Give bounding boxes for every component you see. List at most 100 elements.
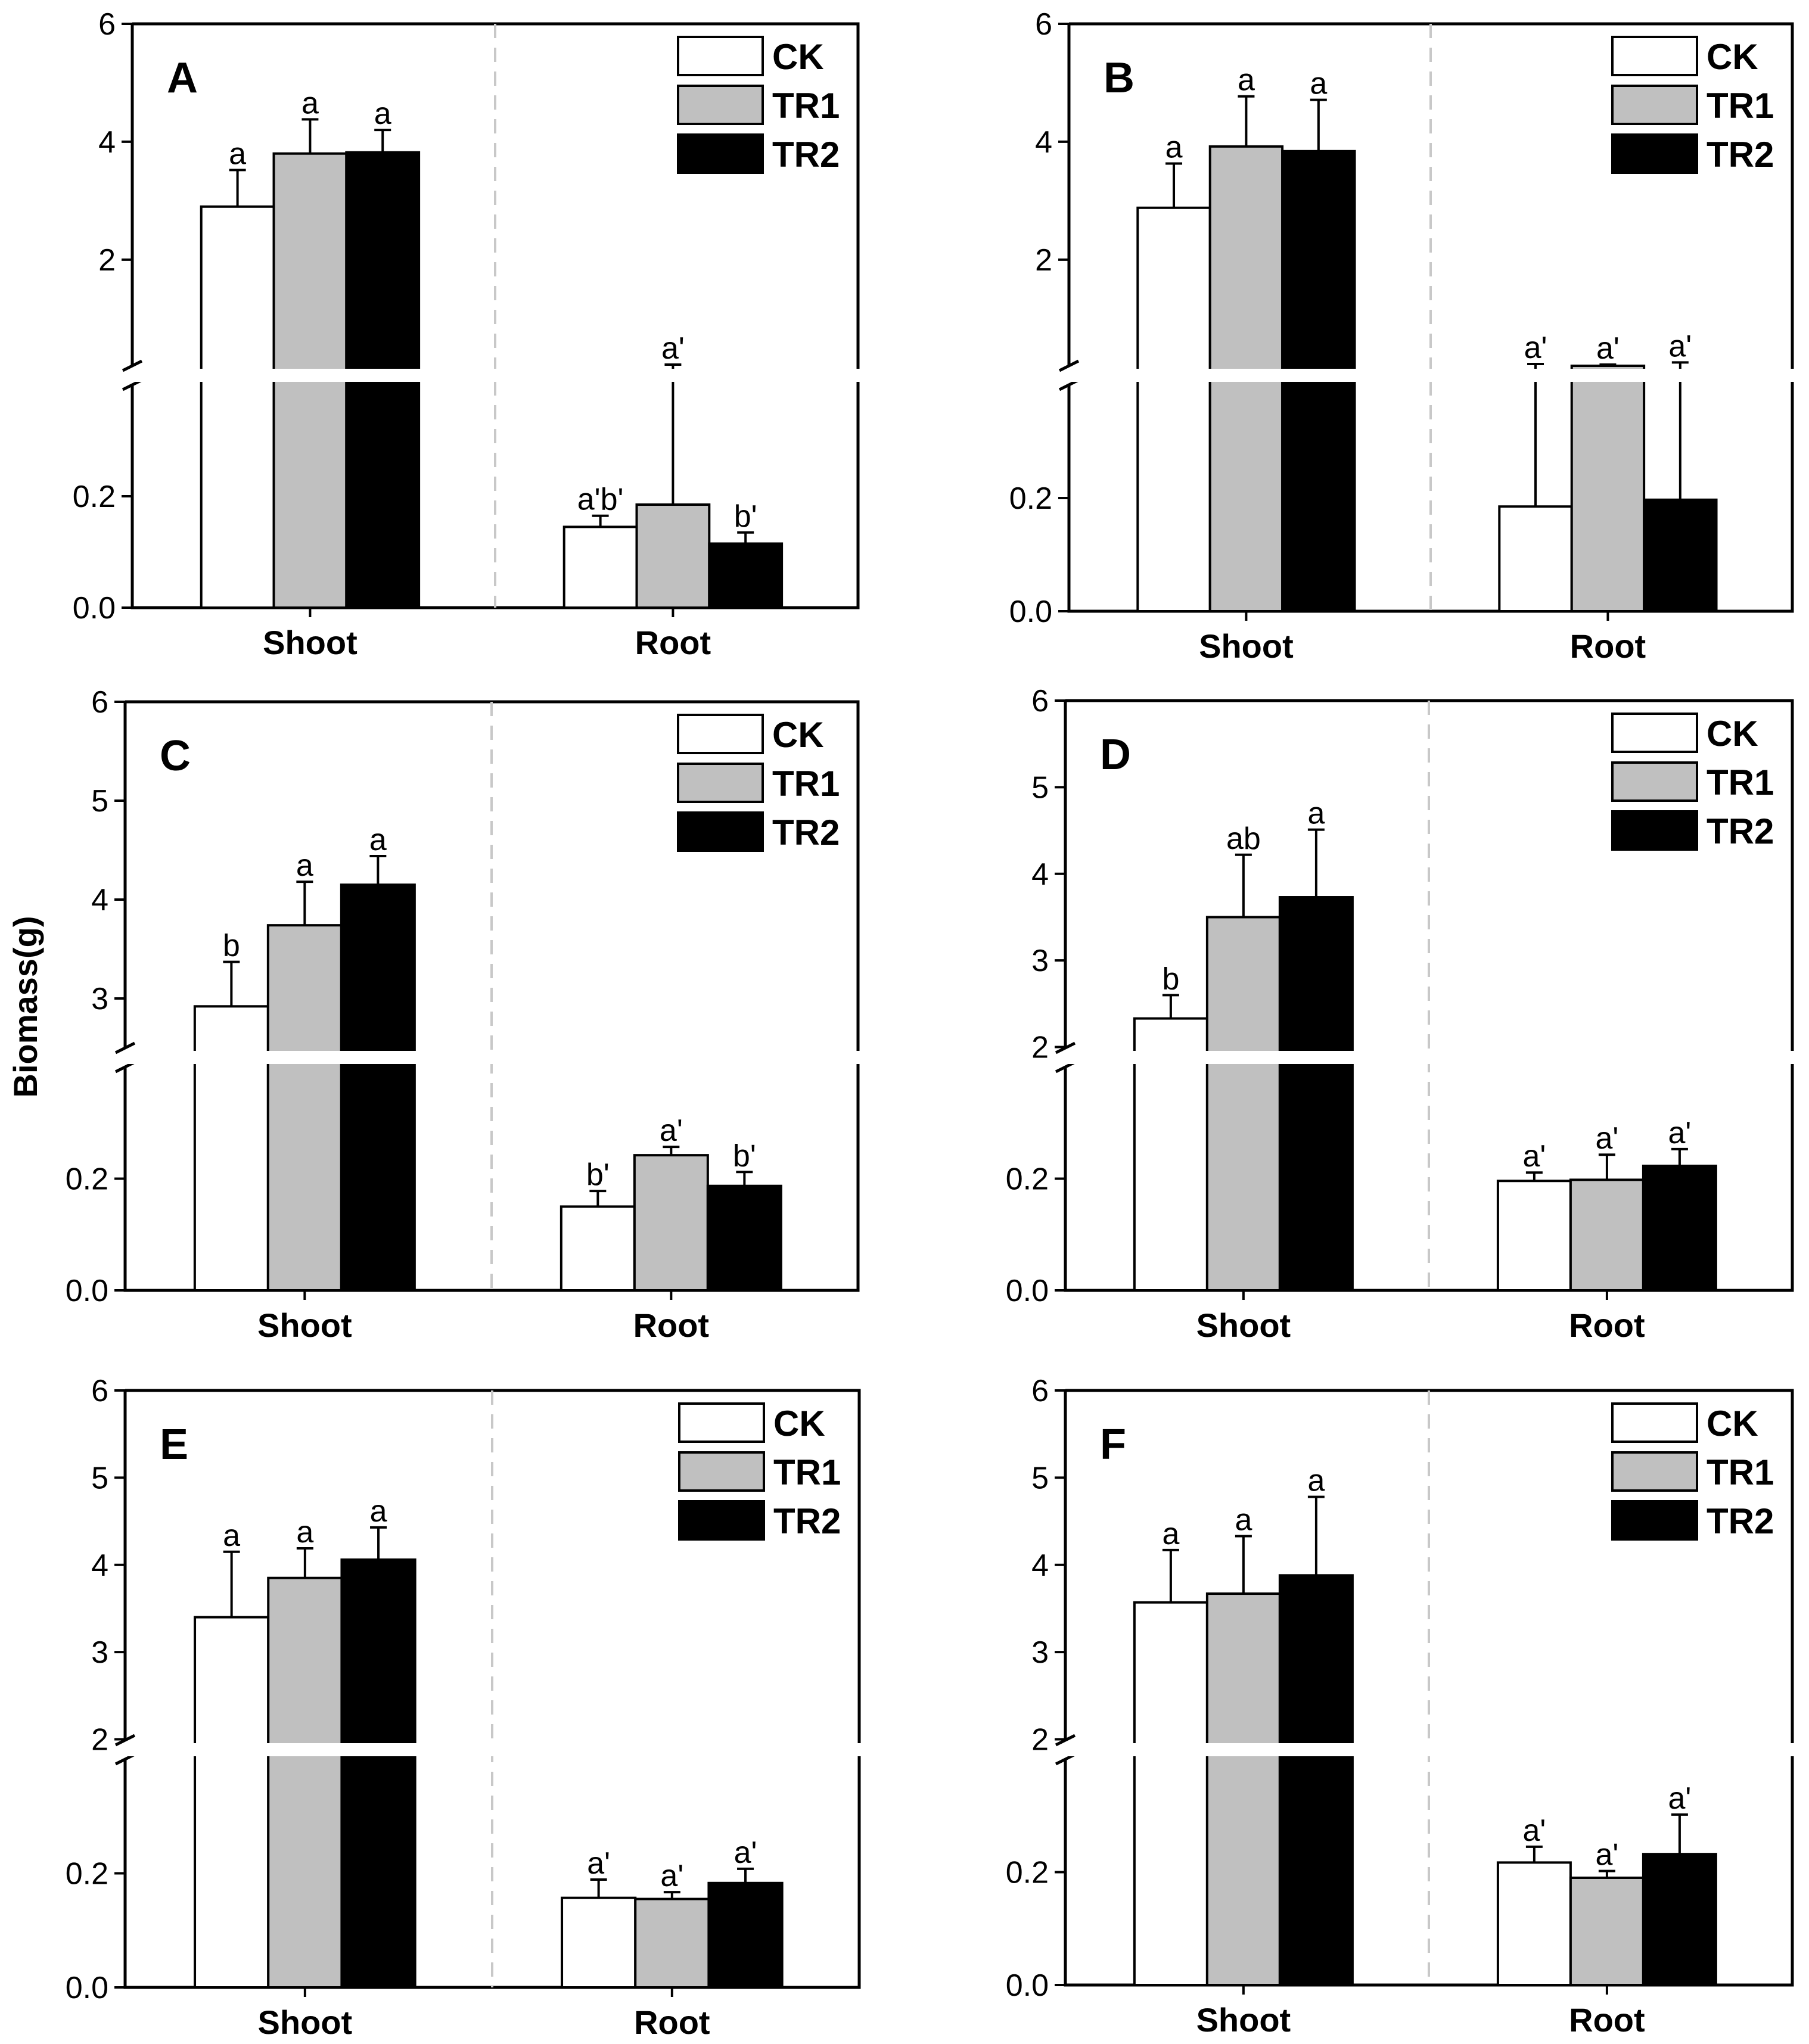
x-category-label: Root bbox=[634, 2003, 710, 2041]
legend-label-tr1: TR1 bbox=[773, 1452, 841, 1492]
y-tick-label: 6 bbox=[1035, 7, 1052, 42]
axis-break-gap bbox=[123, 1743, 862, 1756]
legend-label-tr2: TR2 bbox=[772, 135, 840, 175]
bar-ck-root bbox=[560, 1205, 636, 1292]
bar-tr2-shoot bbox=[1278, 896, 1354, 1292]
axis-break-gap bbox=[130, 369, 860, 382]
error-bar bbox=[370, 1526, 387, 1560]
axis-break-gap bbox=[1063, 1743, 1795, 1756]
error-bar bbox=[1235, 853, 1252, 917]
x-category-label: Shoot bbox=[263, 624, 358, 661]
y-tick-label: 2 bbox=[91, 1723, 108, 1757]
error-bar bbox=[1599, 363, 1617, 366]
y-tick-label: 4 bbox=[98, 125, 116, 160]
legend-swatch-ck bbox=[678, 1402, 765, 1443]
bar-tr1-shoot bbox=[1205, 1592, 1281, 1986]
error-bar bbox=[1165, 162, 1183, 208]
legend-swatch-tr1 bbox=[1611, 1451, 1698, 1492]
significance-label: a'b' bbox=[577, 483, 624, 517]
bar-tr2-shoot bbox=[340, 1558, 416, 1989]
error-bar bbox=[736, 1171, 753, 1186]
error-bar bbox=[1307, 1495, 1325, 1576]
legend-swatch-tr2 bbox=[1611, 1500, 1698, 1541]
legend-swatch-ck bbox=[1611, 36, 1698, 76]
significance-label: b' bbox=[733, 1138, 756, 1173]
bar-tr2-shoot bbox=[340, 883, 416, 1292]
plot-frame bbox=[130, 22, 860, 609]
error-bar bbox=[296, 1547, 313, 1578]
error-bar bbox=[1162, 994, 1179, 1019]
error-bar bbox=[1235, 1535, 1252, 1594]
y-tick-label: 0.0 bbox=[73, 591, 116, 626]
y-tick-label: 2 bbox=[1035, 243, 1052, 278]
error-bar bbox=[223, 960, 240, 1007]
significance-label: a' bbox=[1668, 1116, 1691, 1150]
significance-label: a' bbox=[1522, 1139, 1546, 1174]
panel-letter: C bbox=[160, 732, 191, 780]
panel-c: 3 4 5 6 0.0 0.2 Shoot b a a Root b' a' b' C CK TR1 TR2 bbox=[66, 685, 860, 1344]
error-bar bbox=[374, 129, 391, 153]
y-tick-label: 4 bbox=[1031, 857, 1049, 892]
legend-label-ck: CK bbox=[1707, 37, 1758, 77]
y-tick-label: 2 bbox=[1031, 1031, 1049, 1065]
error-bar bbox=[664, 363, 682, 505]
panel-letter: A bbox=[167, 54, 198, 102]
y-tick-label: 5 bbox=[91, 784, 108, 819]
plot-frame bbox=[1064, 699, 1794, 1292]
bar-tr1-root bbox=[634, 1897, 710, 1989]
error-bar bbox=[302, 118, 319, 154]
bar-tr2-root bbox=[1643, 498, 1718, 612]
significance-label: a' bbox=[734, 1835, 757, 1870]
y-tick-label: 3 bbox=[1031, 1635, 1049, 1670]
legend-label-tr2: TR2 bbox=[1707, 811, 1774, 851]
significance-label: a' bbox=[1668, 1781, 1691, 1816]
panel-f: 2 3 4 5 6 0.0 0.2 Shoot a a a Root a' a' a' F CK TR1 TR2 bbox=[1006, 1374, 1795, 2039]
error-bar bbox=[737, 531, 754, 544]
legend-label-tr2: TR2 bbox=[1707, 1501, 1774, 1541]
legend-label-ck: CK bbox=[773, 1404, 825, 1443]
error-bar bbox=[663, 1891, 680, 1899]
y-tick-label: 4 bbox=[91, 1548, 108, 1583]
significance-label: a bbox=[223, 1519, 240, 1553]
bar-tr1-root bbox=[1570, 365, 1646, 612]
bar-tr1-root bbox=[1569, 1876, 1645, 1987]
significance-label: a bbox=[374, 97, 391, 131]
y-tick-label: 3 bbox=[91, 982, 108, 1016]
significance-label: a bbox=[1235, 1502, 1252, 1537]
y-tick-label: 0.2 bbox=[73, 480, 116, 514]
significance-label: a' bbox=[1595, 1838, 1618, 1872]
x-category-label: Root bbox=[1569, 2001, 1645, 2039]
error-bar bbox=[590, 1878, 607, 1898]
y-tick-label: 4 bbox=[1035, 125, 1052, 160]
significance-label: a' bbox=[1524, 331, 1547, 365]
significance-label: a bbox=[1310, 67, 1327, 101]
x-category-label: Root bbox=[1570, 627, 1646, 665]
error-bar bbox=[1525, 1171, 1543, 1181]
legend-swatch-tr2 bbox=[1611, 810, 1698, 851]
error-bar bbox=[1238, 95, 1255, 147]
bar-tr2-root bbox=[707, 1881, 784, 1989]
y-tick-label: 0.2 bbox=[1009, 481, 1052, 516]
legend-label-ck: CK bbox=[1707, 714, 1758, 754]
legend-swatch-ck bbox=[677, 714, 764, 754]
error-bar bbox=[1525, 1845, 1543, 1863]
x-category-label: Root bbox=[1569, 1306, 1645, 1344]
error-bar bbox=[1671, 361, 1689, 500]
y-axis-title: Biomass(g) bbox=[7, 916, 44, 1098]
bar-tr1-root bbox=[635, 503, 711, 609]
significance-label: a bbox=[296, 848, 313, 883]
error-bar bbox=[369, 854, 387, 885]
error-bar bbox=[229, 169, 246, 207]
significance-label: a bbox=[296, 1515, 313, 1550]
x-category-label: Shoot bbox=[1196, 1306, 1291, 1344]
y-tick-label: 6 bbox=[1031, 684, 1049, 718]
error-bar bbox=[296, 881, 313, 926]
significance-label: b bbox=[1162, 962, 1179, 996]
significance-label: a bbox=[1307, 1464, 1325, 1498]
bar-tr1-shoot bbox=[267, 1576, 343, 1989]
error-bar bbox=[589, 1190, 607, 1207]
error-bar bbox=[1162, 1548, 1179, 1603]
error-bar bbox=[592, 514, 609, 527]
panel-letter: E bbox=[160, 1421, 188, 1469]
y-tick-label: 6 bbox=[91, 685, 108, 720]
